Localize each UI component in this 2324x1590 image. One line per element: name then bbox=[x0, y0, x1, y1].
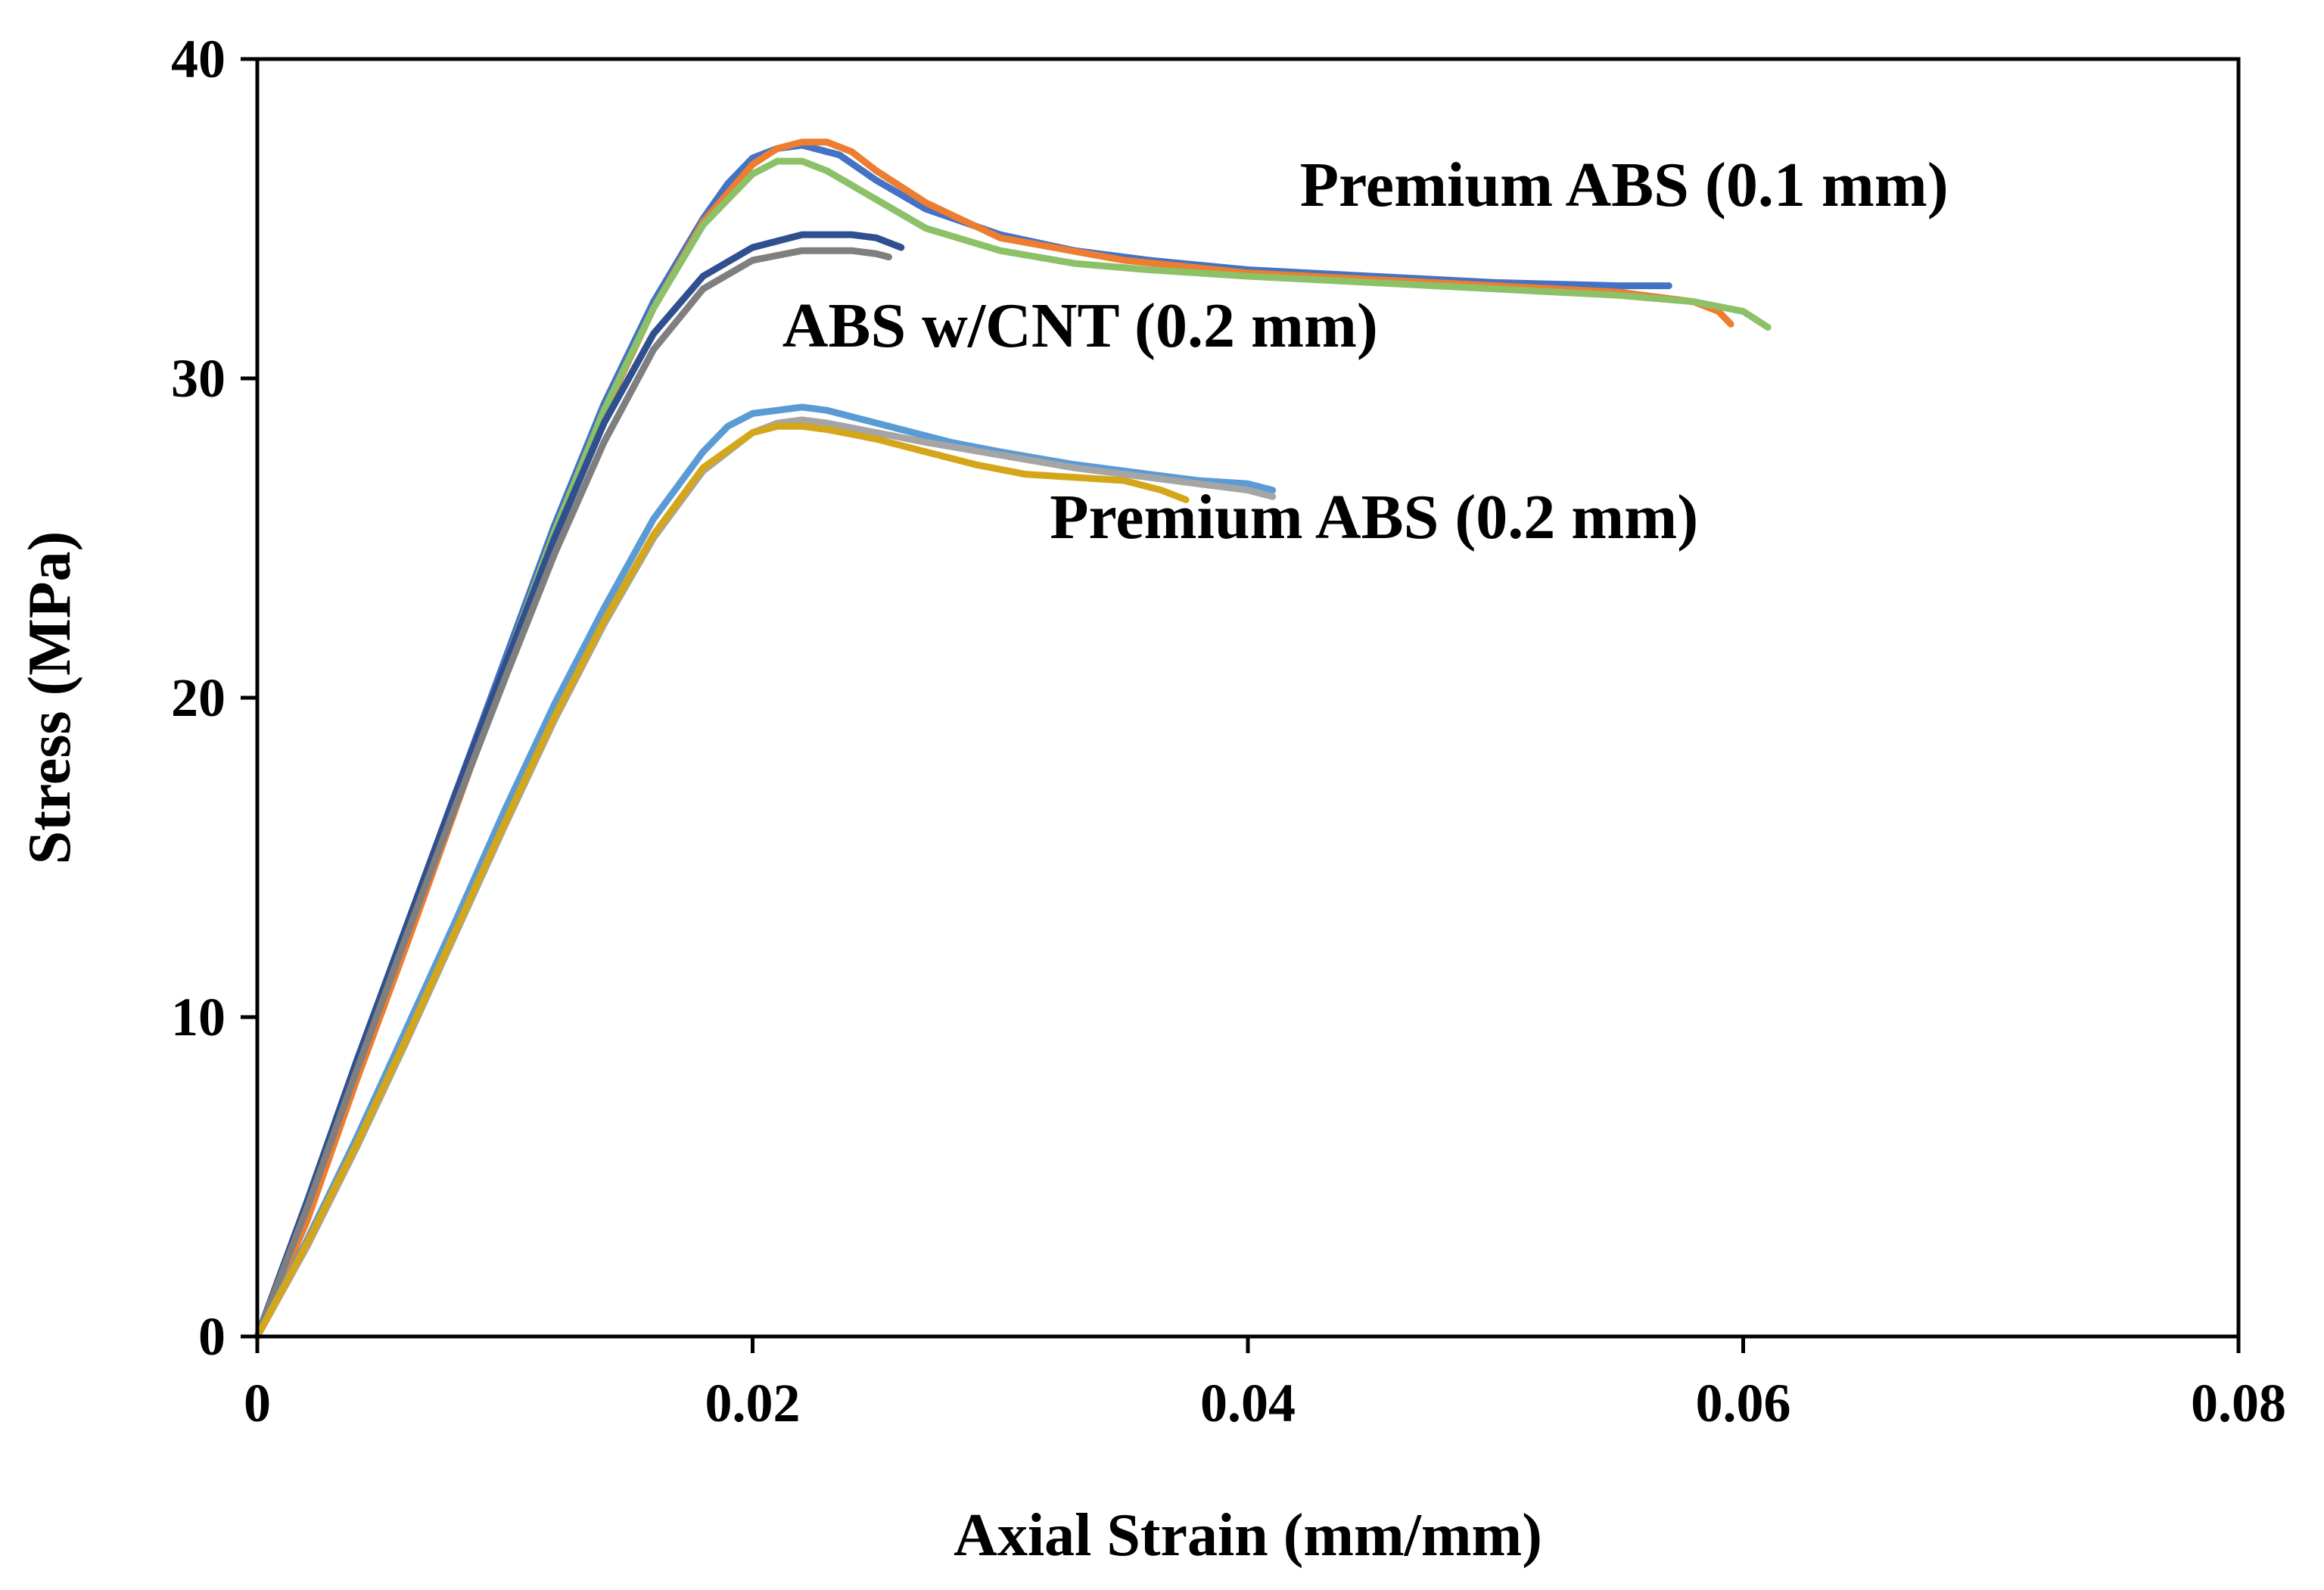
x-tick-label: 0.08 bbox=[2191, 1373, 2286, 1433]
y-tick-label: 20 bbox=[171, 667, 226, 728]
y-tick-label: 0 bbox=[198, 1306, 226, 1367]
x-tick-label: 0 bbox=[244, 1373, 271, 1433]
annotation-layer: Premium ABS (0.1 mm) ABS w/CNT (0.2 mm) Pr… bbox=[782, 150, 1949, 552]
tick-labels-layer: 0 0.02 0.04 0.06 0.08 0 10 20 30 40 bbox=[171, 29, 2286, 1433]
ticks-layer bbox=[241, 57, 2241, 1353]
y-tick-label: 40 bbox=[171, 29, 226, 89]
x-axis-title: Axial Strain (mm/mm) bbox=[954, 1502, 1542, 1569]
annotation-ann-premium-01: Premium ABS (0.1 mm) bbox=[1300, 150, 1949, 220]
series-line-premium-abs-0-2-mm-specimen-3 bbox=[254, 422, 1190, 1340]
y-tick-label: 30 bbox=[171, 348, 226, 409]
y-tick-label: 10 bbox=[171, 987, 226, 1047]
series-line-abs-w-cnt-0-2-mm-specimen-2 bbox=[254, 247, 892, 1340]
x-tick-label: 0.06 bbox=[1696, 1373, 1791, 1433]
series-layer bbox=[254, 138, 1772, 1340]
x-tick-label: 0.04 bbox=[1200, 1373, 1296, 1433]
annotation-ann-premium-02: Premium ABS (0.2 mm) bbox=[1050, 482, 1698, 552]
y-axis-title: Stress (MPa) bbox=[17, 531, 83, 865]
annotation-ann-cnt-02: ABS w/CNT (0.2 mm) bbox=[782, 291, 1378, 361]
x-tick-label: 0.02 bbox=[705, 1373, 801, 1433]
